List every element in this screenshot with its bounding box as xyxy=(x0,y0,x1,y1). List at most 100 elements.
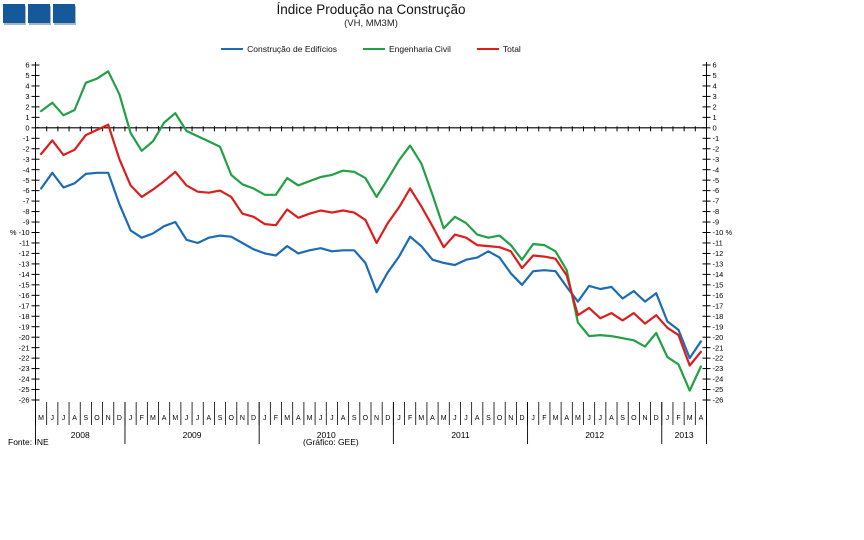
y-tick-label-right: 6 xyxy=(713,61,717,70)
year-label: 2012 xyxy=(585,430,604,440)
y-tick-label-left: 0 xyxy=(25,123,29,132)
y-tick-label-right: -13 xyxy=(713,260,724,269)
graphic-credit: (Gráfico: GEE) xyxy=(303,437,359,447)
year-label: 2011 xyxy=(451,430,470,440)
month-label: S xyxy=(218,415,223,422)
month-label: A xyxy=(475,415,480,422)
month-label: A xyxy=(609,415,614,422)
y-tick-label-right: -9 xyxy=(713,218,720,227)
year-label: 2009 xyxy=(183,430,202,440)
y-tick-label-right: -20 xyxy=(713,333,724,342)
y-tick-label-right: -6 xyxy=(713,186,720,195)
y-tick-label-right: -15 xyxy=(713,280,724,289)
month-label: A xyxy=(296,415,301,422)
logo-square xyxy=(3,4,25,23)
legend-item-total: Total xyxy=(476,44,521,54)
month-label: J xyxy=(666,415,670,422)
y-tick-label-left: 5 xyxy=(25,71,29,80)
y-tick-label-right: -3 xyxy=(713,155,720,164)
y-tick-label-right: -1 xyxy=(713,134,720,143)
month-label: A xyxy=(699,415,704,422)
month-label: D xyxy=(654,415,659,422)
month-label: N xyxy=(240,415,245,422)
legend-item-construcao-de-edificios: Construção de Edifícios xyxy=(221,44,337,54)
y-tick-label-right: -18 xyxy=(713,312,724,321)
month-label: A xyxy=(341,415,346,422)
y-tick-label-right: -10 xyxy=(713,228,724,237)
series-line-engenharia-civil xyxy=(39,70,703,392)
month-label: M xyxy=(150,415,156,422)
y-tick-label-left: 4 xyxy=(25,82,29,91)
month-label: A xyxy=(207,415,212,422)
month-label: S xyxy=(83,415,88,422)
month-label: N xyxy=(106,415,111,422)
y-axis-unit-left: % xyxy=(10,228,17,237)
y-tick-label-left: -20 xyxy=(19,333,30,342)
month-label: J xyxy=(587,415,591,422)
month-label: N xyxy=(374,415,379,422)
y-tick-label-left: -21 xyxy=(19,343,30,352)
month-label: M xyxy=(553,415,559,422)
month-label: J xyxy=(196,415,200,422)
y-tick-label-left: -22 xyxy=(19,354,30,363)
y-tick-label-right: -21 xyxy=(713,343,724,352)
y-tick-label-left: -26 xyxy=(19,396,30,405)
y-tick-label-right: -22 xyxy=(713,354,724,363)
month-label: M xyxy=(687,415,693,422)
y-tick-label-left: -23 xyxy=(19,364,30,373)
y-tick-label-left: -13 xyxy=(19,260,30,269)
y-tick-label-left: -25 xyxy=(19,385,30,394)
series-line-constru-o-de-edif-cios xyxy=(39,171,703,360)
y-tick-label-left: 3 xyxy=(25,92,29,101)
y-tick-label-right: -17 xyxy=(713,301,724,310)
month-label: M xyxy=(172,415,178,422)
month-label: J xyxy=(599,415,603,422)
chart-header: Índice Produção na Construção (VH, MM3M) xyxy=(35,2,707,29)
y-tick-label-right: 3 xyxy=(713,92,717,101)
y-tick-label-right: -19 xyxy=(713,322,724,331)
y-tick-label-right: -14 xyxy=(713,270,724,279)
y-tick-label-right: -12 xyxy=(713,249,724,258)
y-tick-label-left: -19 xyxy=(19,322,30,331)
month-label: M xyxy=(418,415,424,422)
month-label: D xyxy=(251,415,256,422)
month-label: D xyxy=(519,415,524,422)
y-tick-label-right: 5 xyxy=(713,71,717,80)
y-tick-label-right: -4 xyxy=(713,165,720,174)
y-tick-label-left: -12 xyxy=(19,249,30,258)
logo-square xyxy=(28,4,50,23)
month-label: D xyxy=(385,415,390,422)
year-label: 2008 xyxy=(71,430,90,440)
month-label: J xyxy=(319,415,323,422)
y-tick-label-left: -1 xyxy=(23,134,30,143)
y-tick-label-left: -18 xyxy=(19,312,30,321)
month-label: J xyxy=(464,415,468,422)
legend-line-swatch-green xyxy=(362,47,385,51)
y-tick-label-left: -10 xyxy=(19,228,30,237)
chart-subtitle: (VH, MM3M) xyxy=(344,18,398,29)
y-tick-label-left: 6 xyxy=(25,61,29,70)
y-tick-label-left: -5 xyxy=(23,176,30,185)
month-label: J xyxy=(263,415,267,422)
y-tick-label-right: 4 xyxy=(713,82,717,91)
month-label: J xyxy=(185,415,189,422)
month-label: F xyxy=(408,415,412,422)
y-tick-label-left: -15 xyxy=(19,280,30,289)
month-label: A xyxy=(72,415,77,422)
month-label: O xyxy=(228,415,234,422)
y-tick-label-right: -24 xyxy=(713,375,724,384)
month-label: J xyxy=(62,415,66,422)
month-label: J xyxy=(453,415,457,422)
y-tick-label-left: -4 xyxy=(23,165,30,174)
month-label: N xyxy=(642,415,647,422)
legend: Construção de Edifícios Engenharia Civil… xyxy=(35,44,707,54)
y-tick-label-right: -16 xyxy=(713,291,724,300)
y-tick-label-right: 0 xyxy=(713,123,717,132)
y-tick-label-left: -24 xyxy=(19,375,30,384)
y-tick-label-left: -16 xyxy=(19,291,30,300)
month-label: A xyxy=(162,415,167,422)
legend-label: Engenharia Civil xyxy=(388,44,451,54)
month-label: F xyxy=(676,415,680,422)
y-tick-label-left: 1 xyxy=(25,113,29,122)
